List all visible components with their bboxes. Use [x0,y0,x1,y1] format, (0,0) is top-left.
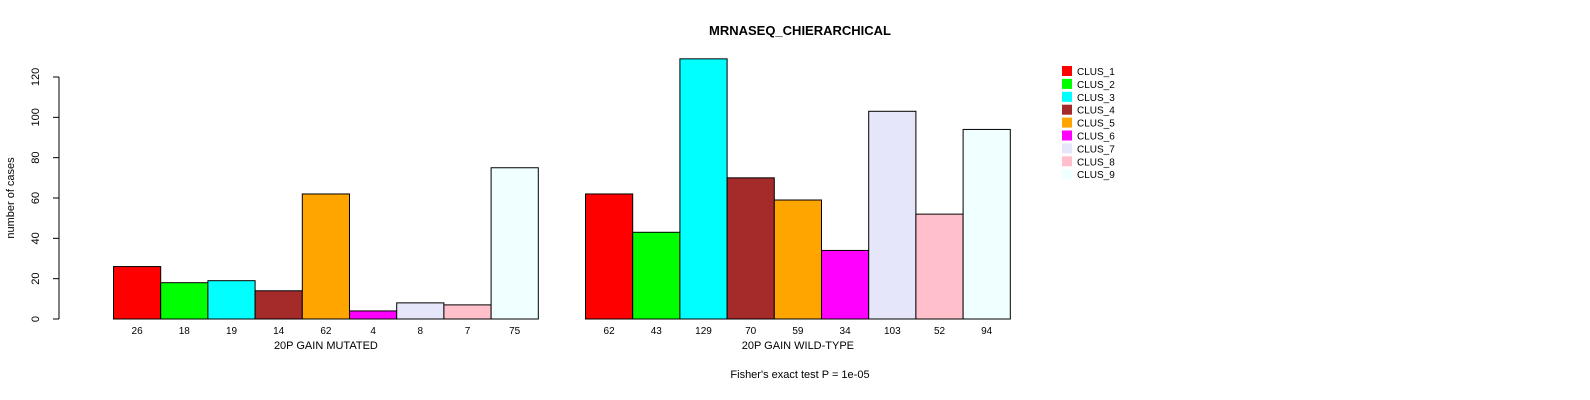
y-axis-label: number of cases [5,157,17,239]
bar-clus-2 [160,282,209,320]
bar-clus-4 [726,177,775,320]
legend-label: CLUS_2 [1077,80,1115,91]
legend-swatch [1062,78,1072,89]
bar-clus-4 [254,290,303,320]
legend-swatch [1062,104,1072,115]
bar-count-label: 8 [418,326,424,337]
bar-count-label: 26 [132,326,144,337]
bar-count-label: 34 [840,326,852,337]
legend-label: CLUS_1 [1077,67,1115,78]
y-tick-label: 100 [30,108,42,126]
bar-clus-7 [396,302,445,320]
y-tick-label: 0 [30,316,42,322]
legend-label: CLUS_6 [1077,132,1115,143]
bar-clus-6 [821,249,870,320]
bar-clus-6 [349,310,398,320]
y-tick-label: 80 [30,152,42,164]
bar-clus-1 [585,193,634,320]
bar-count-label: 7 [465,326,471,337]
legend-swatch [1062,66,1072,76]
legend-swatch [1062,117,1072,128]
bar-clus-3 [207,280,256,320]
bar-clus-8 [443,304,492,320]
bar-count-label: 94 [981,326,993,337]
bar-clus-3 [679,58,728,320]
chart-title: MRNASEQ_CHIERARCHICAL [709,23,891,38]
legend-swatch [1062,143,1072,154]
legend-swatch [1062,91,1072,102]
footer-pvalue: Fisher's exact test P = 1e-05 [730,369,869,381]
legend-label: CLUS_5 [1077,119,1115,130]
group-label: 20P GAIN MUTATED [274,340,378,352]
legend-label: CLUS_9 [1077,170,1115,181]
bar-count-label: 75 [509,326,521,337]
y-tick-label: 20 [30,273,42,285]
bar-clus-1 [113,266,162,320]
bar-count-label: 103 [884,326,901,337]
bars: 26 18 19 14 62 4 8 7 75 20P GAIN MUTATED 62 43 129 70… [113,58,1011,352]
bar-count-label: 52 [934,326,946,337]
bar-clus-5 [773,199,822,320]
bar-clus-9 [490,167,539,320]
legend-swatch [1062,130,1072,141]
bar-clus-2 [632,231,681,320]
legend-label: CLUS_7 [1077,144,1115,155]
bar-count-label: 19 [226,326,238,337]
bar-count-label: 59 [792,326,804,337]
legend-swatch [1062,169,1072,180]
y-axis: 0 20 40 60 80 100 120 [30,68,60,322]
legend-label: CLUS_3 [1077,93,1115,104]
bar-count-label: 43 [651,326,663,337]
bar-count-label: 4 [370,326,376,337]
legend: CLUS_1CLUS_2CLUS_3CLUS_4CLUS_5CLUS_6CLUS… [1062,66,1115,181]
bar-clus-7 [868,110,917,320]
y-tick-label: 60 [30,192,42,204]
bar-clus-5 [301,193,350,320]
group-label: 20P GAIN WILD-TYPE [742,340,854,352]
bar-count-label: 129 [695,326,712,337]
bar-count-label: 70 [745,326,757,337]
legend-label: CLUS_4 [1077,106,1115,117]
y-tick-label: 120 [30,68,42,86]
legend-label: CLUS_8 [1077,157,1115,168]
legend-swatch [1062,156,1072,167]
bar-count-label: 62 [604,326,616,337]
y-tick-label: 40 [30,232,42,244]
bar-count-label: 62 [320,326,332,337]
bar-count-label: 14 [273,326,285,337]
bar-clus-9 [962,128,1011,320]
bar-clus-8 [915,213,964,320]
bar-count-label: 18 [179,326,191,337]
